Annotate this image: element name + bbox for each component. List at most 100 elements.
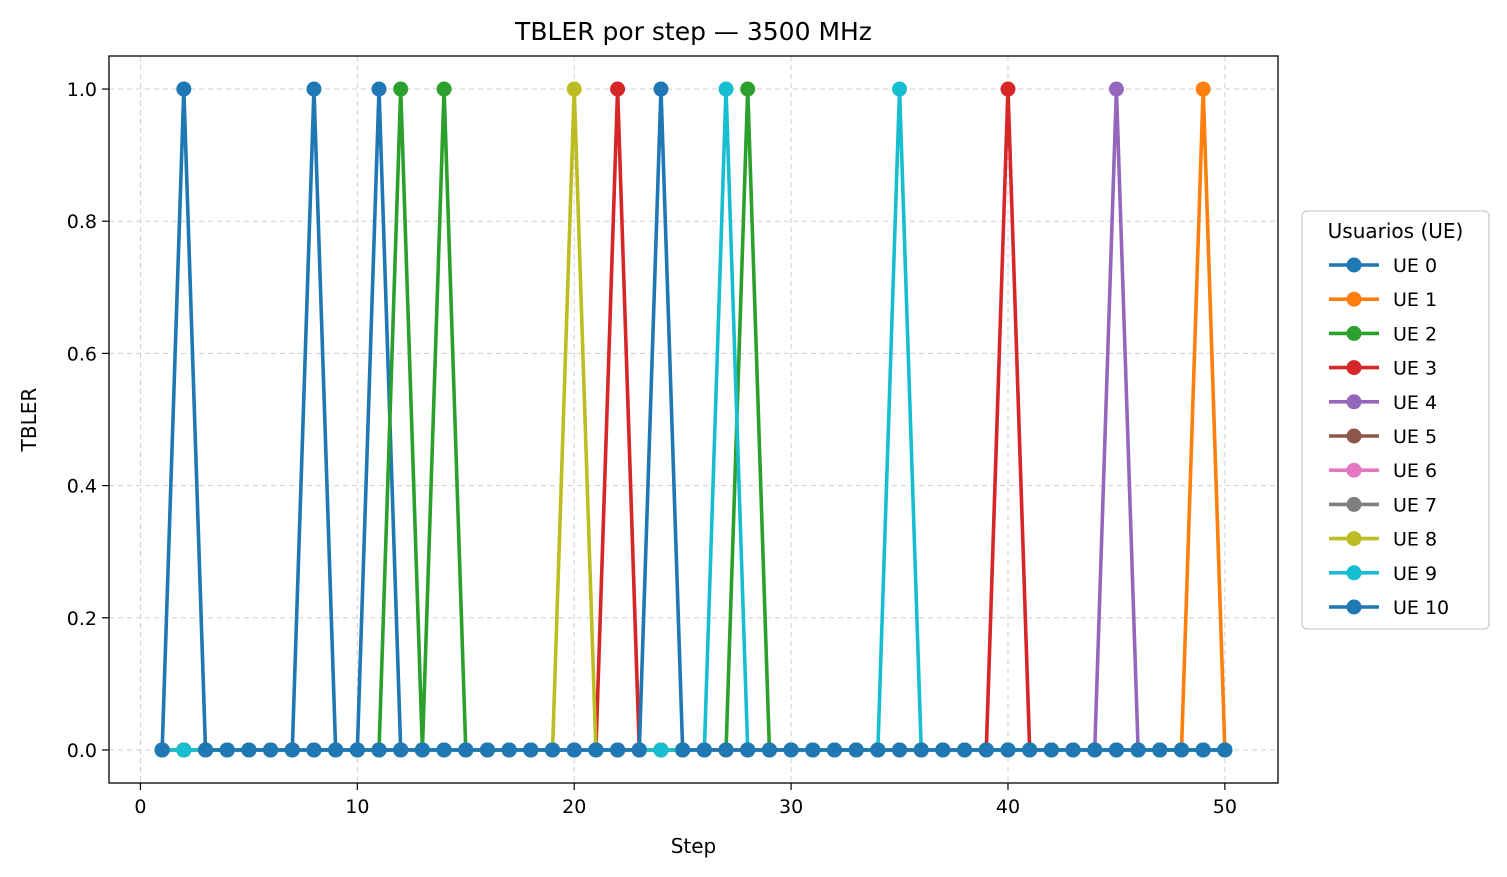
legend-box [1301,210,1490,630]
legend-marker [1346,360,1362,376]
data-point [566,81,582,97]
data-point [349,742,365,758]
data-point [826,742,842,758]
legend-label: UE 1 [1393,289,1437,311]
legend-label: UE 6 [1393,460,1437,482]
legend-item: UE 3 [1329,358,1437,380]
data-point [1173,742,1189,758]
legend-label: UE 3 [1393,358,1437,380]
data-point [1043,742,1059,758]
legend-marker [1346,496,1362,512]
x-tick-label: 0 [134,796,146,818]
data-point [198,742,214,758]
data-point [957,742,973,758]
legend-label: UE 9 [1393,563,1437,585]
data-point [1130,742,1146,758]
legend-label: UE 4 [1393,392,1437,414]
data-point [1195,742,1211,758]
data-point [306,742,322,758]
data-point [1152,742,1168,758]
legend-marker [1346,428,1362,444]
legend-item: UE 8 [1329,529,1437,551]
data-point [653,742,669,758]
y-tick-label: 1.0 [67,79,97,101]
y-tick-label: 0.0 [67,740,97,762]
data-point [913,742,929,758]
data-point [1217,742,1233,758]
data-point [1000,742,1016,758]
legend-item: UE 4 [1329,392,1437,414]
data-point [176,81,192,97]
x-tick-label: 20 [562,796,586,818]
data-point [501,742,517,758]
data-point [675,742,691,758]
y-tick-label: 0.4 [67,476,97,498]
data-point [610,742,626,758]
data-point [393,81,409,97]
data-point [761,742,777,758]
data-point [436,81,452,97]
legend-item: UE 2 [1329,323,1437,345]
data-point [610,81,626,97]
y-axis-label: TBLER [17,388,41,453]
x-tick-label: 50 [1213,796,1237,818]
data-point [1000,81,1016,97]
legend: Usuarios (UE) UE 0UE 1UE 2UE 3UE 4UE 5UE… [1301,210,1490,630]
data-point [1195,81,1211,97]
data-point [1108,742,1124,758]
x-axis-label: Step [671,834,717,858]
x-tick-label: 10 [345,796,369,818]
legend-title: Usuarios (UE) [1328,219,1464,243]
y-tick-label: 0.2 [67,608,97,630]
data-point [740,81,756,97]
x-tick-label: 30 [779,796,803,818]
data-point [328,742,344,758]
x-tick-label: 40 [996,796,1020,818]
data-point [154,742,170,758]
legend-item: UE 5 [1329,426,1437,448]
data-point [371,742,387,758]
legend-items: UE 0 UE 1 UE 2 UE 3 UE 4 UE 5 UE 6 UE 7 UE 8 UE 9… [1329,255,1449,619]
legend-item: UE 1 [1329,289,1437,311]
data-point [241,742,257,758]
data-point [783,742,799,758]
data-point [436,742,452,758]
legend-label: UE 8 [1393,529,1437,551]
legend-label: UE 7 [1393,494,1437,516]
data-point [1108,81,1124,97]
y-tick-label: 0.8 [67,211,97,233]
data-point [393,742,409,758]
data-point [1065,742,1081,758]
data-point [718,81,734,97]
data-point [176,742,192,758]
legend-marker [1346,394,1362,410]
data-point [653,81,669,97]
data-point [566,742,582,758]
data-point [870,742,886,758]
y-tick-label: 0.6 [67,343,97,365]
series-layer [154,81,1233,758]
legend-marker [1346,462,1362,478]
ticks: 0 10 20 30 40 50 0.0 0.2 0.4 0.6 0.8 1.0 [67,79,1237,818]
legend-label: UE 2 [1393,323,1437,345]
data-point [371,81,387,97]
legend-marker [1346,565,1362,581]
data-point [631,742,647,758]
legend-item: UE 10 [1329,597,1449,619]
data-point [718,742,734,758]
data-point [306,81,322,97]
data-point [848,742,864,758]
data-point [1022,742,1038,758]
legend-marker [1346,257,1362,273]
data-point [458,742,474,758]
legend-marker [1346,291,1362,307]
data-point [479,742,495,758]
data-point [263,742,279,758]
data-point [740,742,756,758]
legend-item: UE 7 [1329,494,1437,516]
legend-item: UE 0 [1329,255,1437,277]
plot-frame [108,55,1279,784]
legend-marker [1346,325,1362,341]
data-point [523,742,539,758]
